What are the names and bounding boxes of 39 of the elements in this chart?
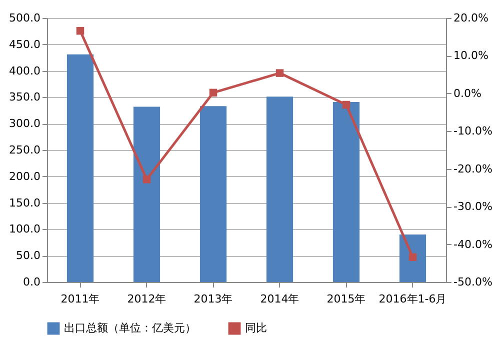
x-tick-label: 2012年 <box>127 292 166 306</box>
y-tick-label: 50.0 <box>16 249 40 262</box>
y-tick-label: 450.0 <box>9 38 40 51</box>
x-tick-label: 2011年 <box>60 292 100 306</box>
y2-tick-label: 0.0% <box>454 86 482 100</box>
bar <box>266 96 294 282</box>
y2-tick-label: -20.0% <box>454 162 492 176</box>
x-tick-label: 2014年 <box>260 292 300 306</box>
point <box>342 100 350 109</box>
x-tick-label: 2013年 <box>194 292 233 306</box>
y-tick-label: 250.0 <box>9 144 40 156</box>
y-tick-label: 350.0 <box>9 90 40 104</box>
bar <box>133 106 160 282</box>
y-tick-label: 200.0 <box>9 170 40 183</box>
y-tick-label: 500.0 <box>9 12 40 24</box>
y-tick-label: 0.0 <box>23 276 40 288</box>
point <box>276 69 284 77</box>
x-tick-label: 2016年1-6月 <box>378 292 447 306</box>
legend-label: 同比 <box>245 322 267 335</box>
y2-tick-label: -30.0% <box>454 200 492 214</box>
legend-label: 出口总额（单位：亿美元） <box>64 322 196 335</box>
x-tick-label: 2015年 <box>326 292 366 306</box>
y2-tick-label: -10.0% <box>454 124 492 138</box>
y2-tick-label: 10.0% <box>454 49 488 62</box>
y-tick-label: 400.0 <box>9 64 40 78</box>
bar <box>399 234 426 282</box>
point <box>209 88 218 97</box>
bar <box>200 106 227 282</box>
point <box>76 26 84 35</box>
y2-tick-label: -40.0% <box>454 238 492 251</box>
y-tick-label: 150.0 <box>9 196 40 210</box>
bar <box>66 54 94 282</box>
y2-tick-label: 20.0% <box>454 12 488 24</box>
y2-tick-label: -50.0% <box>454 276 492 288</box>
y-tick-label: 300.0 <box>9 117 40 130</box>
point <box>408 253 417 261</box>
bar <box>332 102 360 282</box>
point <box>142 176 151 184</box>
y-tick-label: 100.0 <box>9 222 40 236</box>
